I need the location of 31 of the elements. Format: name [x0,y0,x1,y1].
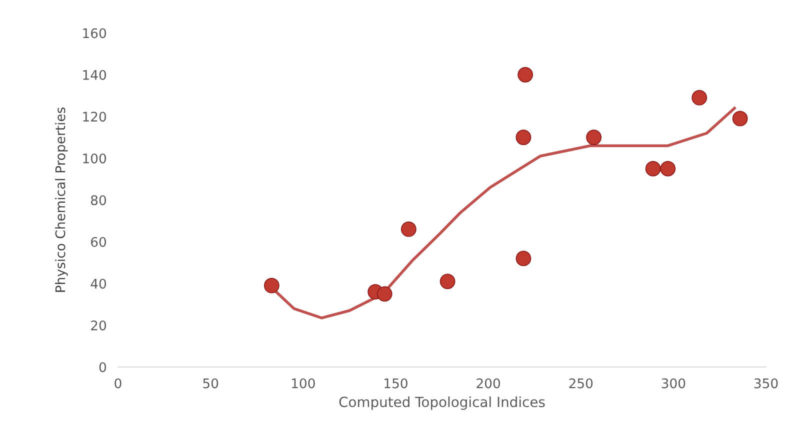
y-tick-label: 20 [91,320,106,330]
point [516,250,532,266]
y-tick-label: 100 [83,153,106,164]
y-tick-label: 40 [90,278,106,289]
x-tick-label: 250 [569,378,593,388]
point [645,160,661,176]
x-tick-label: 200 [476,378,500,388]
x-tick-label: 150 [384,378,408,388]
y-axis-title: Physico Chemical Properties [55,108,68,292]
point [400,222,416,237]
point [264,278,280,294]
y-tick-label: 120 [83,112,106,122]
point [516,130,532,146]
point [660,160,676,176]
y-tick-label: 80 [90,195,106,206]
y-tick-label: 140 [83,70,106,80]
x-axis-title: Computed Topological Indices [339,396,545,410]
point [440,274,456,290]
y-tick-label: 0 [99,362,106,372]
x-tick-label: 100 [292,378,315,388]
x-tick-label: 350 [754,378,778,388]
point [518,67,534,82]
x-tick-label: 0 [114,378,122,388]
y-tick-label: 60 [91,236,106,247]
point [586,130,602,146]
point [376,286,392,302]
point [692,90,708,106]
x-tick-label: 300 [662,378,686,388]
point [732,110,748,126]
y-tick-label: 160 [83,28,106,38]
x-tick-label: 50 [203,378,218,388]
